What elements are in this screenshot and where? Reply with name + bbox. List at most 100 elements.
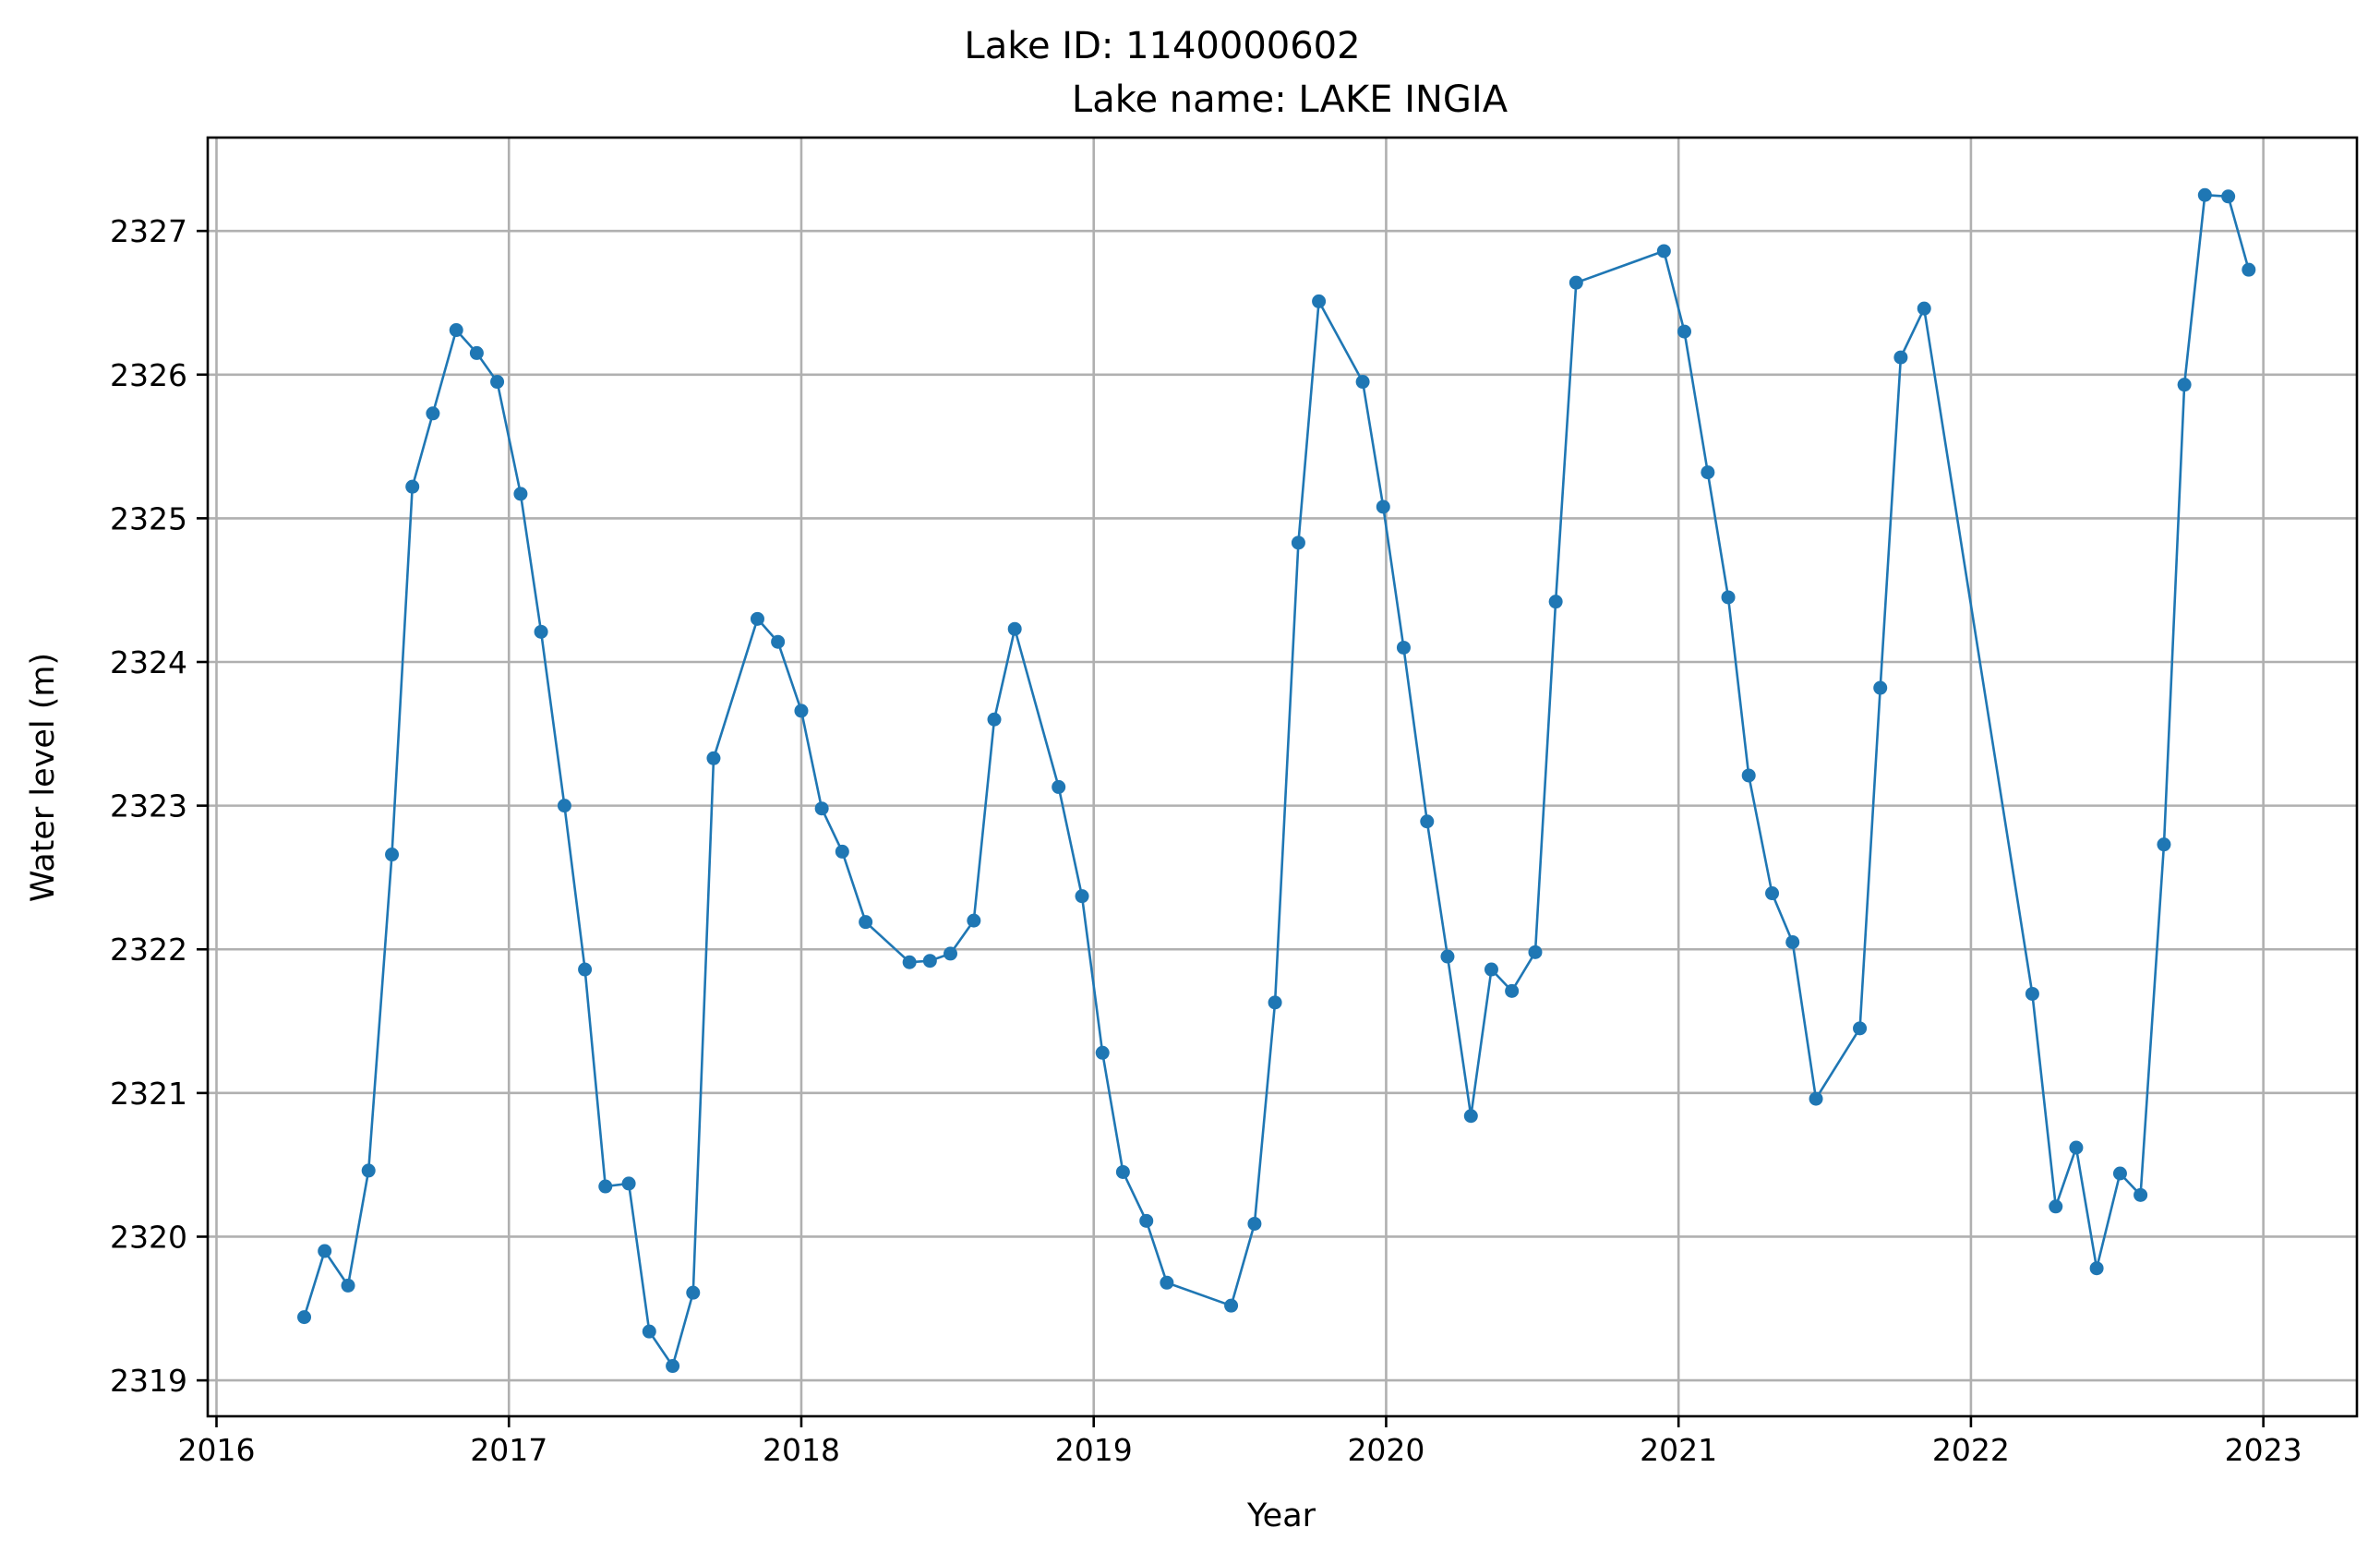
data-point — [1528, 944, 1543, 959]
data-point — [490, 375, 505, 390]
data-point — [1463, 1109, 1478, 1124]
data-point — [1548, 595, 1563, 609]
data-point — [1741, 768, 1756, 783]
y-tick-label: 2327 — [110, 213, 187, 249]
data-point — [1765, 886, 1780, 901]
data-point — [1873, 680, 1888, 695]
data-point — [1075, 889, 1089, 904]
data-point — [1440, 949, 1455, 964]
data-point — [1007, 621, 1022, 636]
data-point — [2134, 1187, 2148, 1202]
series-line — [303, 193, 2251, 1367]
data-point — [1809, 1091, 1823, 1106]
data-point — [771, 634, 786, 649]
data-point — [706, 751, 721, 765]
data-point — [2025, 986, 2039, 1001]
x-tick-label: 2019 — [1055, 1432, 1133, 1468]
data-point — [1893, 350, 1908, 365]
data-point — [1355, 375, 1370, 390]
data-point — [1139, 1213, 1154, 1228]
x-tick-label: 2023 — [2225, 1432, 2302, 1468]
x-tick-label: 2018 — [763, 1432, 840, 1468]
data-point — [1677, 324, 1692, 339]
data-point — [686, 1285, 701, 1300]
y-tick-label: 2321 — [110, 1076, 187, 1112]
data-point — [578, 962, 593, 977]
y-axis-label: Water level (m) — [25, 653, 62, 902]
chart-title-line-1: Lake ID: 1140000602 — [964, 25, 1360, 67]
data-point — [1396, 640, 1411, 655]
data-point — [2049, 1199, 2063, 1214]
data-point — [794, 704, 809, 718]
data-point — [1115, 1164, 1130, 1179]
data-point — [987, 712, 1002, 727]
x-tick-label: 2022 — [1932, 1432, 2010, 1468]
y-tick-label: 2320 — [110, 1219, 187, 1255]
plot-frame — [206, 136, 2359, 1418]
data-point — [385, 848, 400, 862]
data-point — [922, 954, 937, 968]
data-point — [1291, 535, 1305, 550]
data-point — [2221, 189, 2236, 204]
data-point — [1376, 499, 1390, 514]
data-point — [318, 1244, 332, 1258]
data-point — [1224, 1298, 1239, 1313]
data-point — [2157, 837, 2171, 852]
data-point — [1701, 465, 1715, 480]
y-tick-label: 2319 — [110, 1363, 187, 1399]
x-tick-label: 2016 — [178, 1432, 256, 1468]
data-point — [534, 624, 548, 639]
data-point — [2242, 262, 2256, 277]
data-point — [621, 1176, 636, 1191]
chart-title-line-2: Lake name: LAKE INGIA — [1072, 78, 1509, 121]
data-point — [750, 611, 764, 626]
data-point — [642, 1324, 656, 1339]
data-point — [426, 406, 440, 421]
y-tick-label: 2324 — [110, 644, 187, 680]
data-point — [1721, 590, 1736, 605]
data-point — [1052, 779, 1066, 794]
data-point — [2089, 1261, 2104, 1276]
grid-lines — [208, 138, 2357, 1416]
data-point — [449, 323, 463, 338]
data-point — [666, 1359, 680, 1374]
data-point — [2112, 1166, 2127, 1181]
data-point — [1268, 995, 1282, 1010]
data-point — [1095, 1045, 1110, 1060]
y-tick-label: 2325 — [110, 500, 187, 536]
x-axis-label: Year — [1246, 1498, 1316, 1534]
data-point — [1569, 275, 1583, 290]
data-point — [341, 1278, 355, 1293]
y-tick-label: 2326 — [110, 357, 187, 393]
data-point — [2197, 187, 2212, 202]
data-point — [967, 913, 981, 928]
data-point — [835, 844, 849, 859]
data-point — [1853, 1021, 1868, 1036]
data-point — [1484, 962, 1498, 977]
data-point — [944, 946, 958, 961]
data-point — [814, 801, 829, 816]
axis-ticks: 2016 2017 2018 2019 2020 2021 2022 2023 2319 2320… — [110, 213, 2302, 1468]
data-point — [598, 1179, 613, 1194]
x-tick-label: 2020 — [1347, 1432, 1424, 1468]
y-tick-label: 2322 — [110, 932, 187, 968]
y-tick-label: 2323 — [110, 788, 187, 824]
x-tick-label: 2021 — [1640, 1432, 1717, 1468]
data-point — [2177, 378, 2192, 392]
data-point — [1917, 301, 1931, 316]
data-point — [557, 799, 571, 813]
x-tick-label: 2017 — [470, 1432, 547, 1468]
data-point — [361, 1163, 376, 1178]
data-point — [1312, 294, 1327, 308]
data-point — [405, 479, 420, 494]
data-point — [859, 915, 873, 930]
data-point — [1656, 244, 1671, 259]
data-point — [1247, 1216, 1262, 1231]
data-point — [1420, 814, 1435, 829]
data-point — [1785, 934, 1800, 949]
data-point — [1160, 1275, 1174, 1290]
data-point — [902, 955, 917, 969]
data-point — [469, 345, 484, 360]
data-point — [513, 487, 528, 501]
